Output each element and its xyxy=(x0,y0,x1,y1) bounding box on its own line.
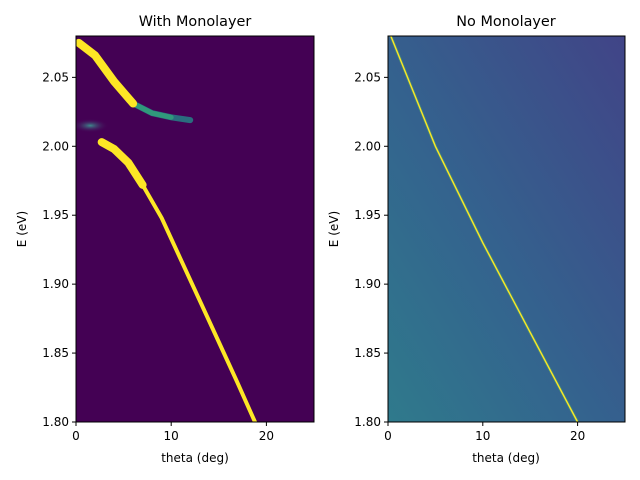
x-tick-label: 10 xyxy=(475,429,490,443)
heatmap-background xyxy=(76,36,314,422)
chart-title: With Monolayer xyxy=(139,14,252,30)
panel-no-monolayer: No Monolayer 0 10 20 1.80 1.85 1.90 1.95 2.00 2.… xyxy=(327,14,626,465)
y-tick-label: 2.05 xyxy=(42,70,69,84)
x-tick-label: 10 xyxy=(164,429,179,443)
axis-ticks: 0 10 20 1.80 1.85 1.90 1.95 2.00 2.05 xyxy=(42,70,274,443)
y-tick-label: 1.85 xyxy=(354,346,381,360)
axes-frame xyxy=(387,35,626,423)
heatmap-background xyxy=(388,36,625,422)
y-tick-label: 1.80 xyxy=(42,415,69,429)
x-tick-label: 0 xyxy=(384,429,392,443)
exciton-band xyxy=(76,118,109,133)
axes-frame xyxy=(75,35,315,423)
y-tick-label: 1.90 xyxy=(42,277,69,291)
y-tick-label: 2.00 xyxy=(354,139,381,153)
y-tick-label: 1.85 xyxy=(42,346,69,360)
upper-branch-tail-glow xyxy=(130,101,174,120)
heatmap-features xyxy=(389,36,579,422)
y-tick-label: 1.95 xyxy=(42,208,69,222)
y-tick-label: 1.95 xyxy=(354,208,381,222)
chart-title: No Monolayer xyxy=(456,14,555,30)
axis-ticks: 0 10 20 1.80 1.85 1.90 1.95 2.00 2.05 xyxy=(354,70,585,443)
upper-polariton-branch xyxy=(76,38,138,108)
y-tick-label: 2.00 xyxy=(42,139,69,153)
y-axis-label: E (eV) xyxy=(15,211,29,247)
y-tick-label: 1.90 xyxy=(354,277,381,291)
y-tick-label: 2.05 xyxy=(354,70,381,84)
x-axis-label: theta (deg) xyxy=(472,451,540,465)
panel-with-monolayer: With Monolayer 0 10 20 1.80 1.85 1.90 1.95 2.00… xyxy=(15,14,315,465)
y-axis-label: E (eV) xyxy=(327,211,341,247)
y-tick-label: 1.80 xyxy=(354,415,381,429)
x-tick-label: 20 xyxy=(259,429,274,443)
cavity-mode xyxy=(390,36,579,422)
x-tick-label: 0 xyxy=(72,429,80,443)
heatmap-features xyxy=(76,38,257,422)
x-tick-label: 20 xyxy=(570,429,585,443)
lower-branch-head xyxy=(97,138,147,189)
x-axis-label: theta (deg) xyxy=(161,451,229,465)
